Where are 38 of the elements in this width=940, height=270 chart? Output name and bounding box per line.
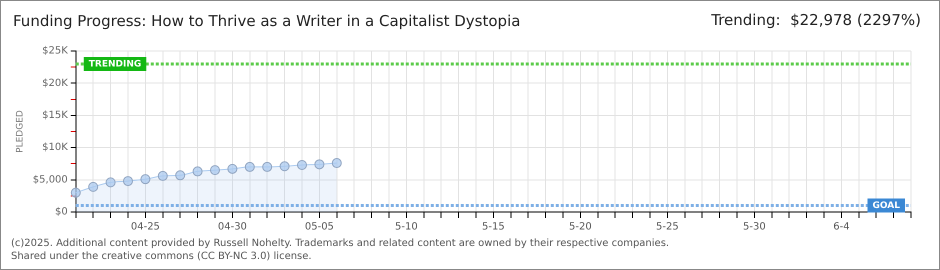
point [227,164,238,174]
point [332,158,342,168]
text: Trending: $22,978 (2297%) [711,11,921,29]
x-tick-label: 5-30 [743,222,766,233]
x-tick-label: 05-05 [304,222,334,233]
point [314,159,324,170]
ref-line-label: TRENDING [88,59,142,70]
y-tick-label: $10K [42,142,68,154]
y-tick-label: $15K [42,110,68,121]
x-tick-label: 5-15 [482,222,505,233]
y-axis-title: PLEDGED [16,110,26,153]
point [175,170,186,180]
point [262,162,272,172]
x-tick-label: 6-4 [833,222,850,233]
point [158,170,168,181]
point [296,160,307,170]
point [140,174,150,184]
x-tick-label: 5-20 [569,222,592,233]
point [280,161,290,172]
point [106,177,116,188]
y-tick-label: $25K [42,46,68,57]
y-tick-label: $5,000 [32,174,68,186]
point [192,166,203,176]
point [70,188,81,198]
x-tick-label: 04-25 [130,222,160,233]
x-tick-label: 04-30 [218,222,247,233]
x-tick-label: 5-25 [656,222,679,233]
text: (c)2025. Additional content provided by Russell Nohelty. Trademarks and related content are owned by their respective companies. [11,237,670,250]
chart-title: Funding Progress: How to Thrive as a Writer in a Capitalist Dystopia [13,12,520,30]
y-tick-label: $20K [42,78,68,89]
point [88,182,98,192]
text: Shared under the creative commons (CC BY-NC 3.0) license. [11,250,313,263]
x-tick-label: 5-10 [395,222,418,233]
point [122,176,133,186]
y-tick-label: $0 [55,206,68,218]
point [244,162,255,172]
ref-line-label: GOAL [872,200,900,211]
point [210,165,220,176]
